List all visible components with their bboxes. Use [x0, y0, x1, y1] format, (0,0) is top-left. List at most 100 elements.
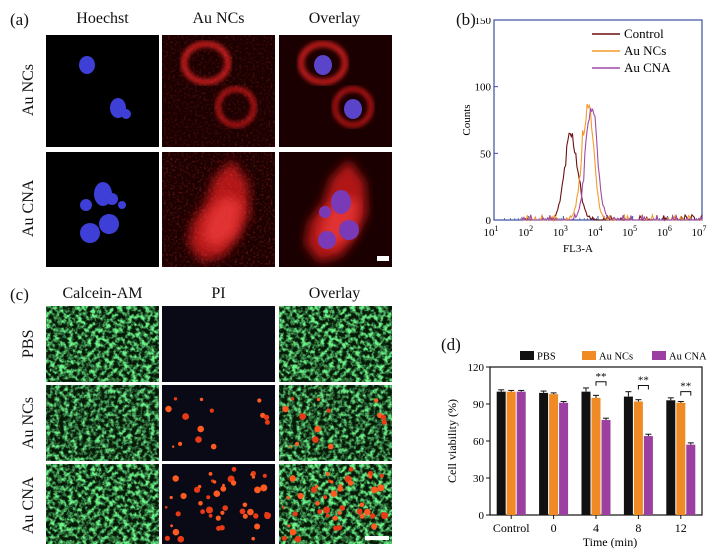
tile-a-hoechst-aunc	[46, 35, 159, 147]
dead-cell-dot	[173, 397, 178, 401]
dead-cell-dot	[289, 528, 297, 536]
significance-mark: **	[596, 371, 607, 383]
dead-cell-dot	[195, 436, 202, 443]
dead-cell-dot	[170, 524, 173, 528]
dead-cell-dot	[169, 495, 173, 500]
hist-series-au-ncs	[521, 103, 702, 223]
tile-c-pi-aunc	[162, 385, 275, 461]
hist-xtick-label: 105	[622, 224, 637, 239]
dead-cell-dot	[180, 492, 187, 500]
flow-histogram: 0 50 100 150 101 102 103 104 105 106 107 Control Au…	[461, 18, 707, 255]
dead-cell-dot	[208, 513, 213, 518]
panel-b-label: (b)	[456, 10, 476, 29]
dead-cell-dot	[339, 483, 342, 487]
bar-xtick-label: 0	[551, 521, 557, 535]
tile-c-pi-pbs	[162, 306, 275, 382]
hist-xtick-label: 106	[657, 224, 672, 239]
hist-ytick-label: 0	[486, 215, 492, 227]
dead-cell-dot	[333, 525, 339, 531]
bar-au-ncs	[549, 394, 559, 515]
dead-cell-dot	[326, 408, 331, 413]
tile-c-calcein-aunc	[46, 385, 159, 461]
hist-xtick-label: 102	[518, 224, 533, 239]
hist-ytick-label: 100	[475, 82, 492, 94]
hist-legend-label: Au NCs	[624, 43, 666, 58]
bar-pbs	[539, 392, 549, 515]
dead-cell-dot	[379, 473, 384, 478]
bar-xtick-label: 4	[593, 521, 599, 535]
bar-au-ncs	[633, 401, 643, 515]
bar-au-cna	[643, 436, 653, 515]
dead-cell-dot	[209, 408, 214, 413]
tile-a-aunc-aunc	[162, 35, 275, 147]
dead-cell-dot	[266, 513, 271, 518]
hist-legend-label: Au CNA	[624, 60, 671, 75]
dead-cell-dot	[325, 472, 330, 476]
dead-cell-dot	[251, 475, 256, 479]
dead-cell-dot	[222, 505, 228, 511]
panel-c-label: (c)	[10, 285, 29, 304]
dead-cell-dot	[208, 472, 213, 476]
dead-cell-dot	[262, 473, 267, 478]
dead-cell-dot	[197, 425, 204, 433]
dead-cell-dot	[182, 413, 189, 420]
dead-cell-dot	[220, 510, 225, 515]
hist-series-au-cna	[521, 107, 703, 222]
hist-ytick-label: 50	[480, 148, 492, 160]
dead-cell-dot	[172, 528, 180, 536]
dead-cell-dot	[368, 475, 373, 479]
dead-cell-dot	[282, 405, 289, 413]
dead-cell-dot	[206, 495, 211, 500]
dead-cell-dot	[164, 506, 168, 509]
dead-cell-dot	[312, 436, 319, 443]
dead-cell-dot	[359, 502, 365, 508]
panel-c-row-pbs: PBS	[20, 329, 37, 359]
dead-cell-dot	[263, 414, 270, 420]
dead-cell-dot	[374, 398, 379, 403]
bar-au-cna	[516, 391, 526, 515]
dead-cell-dot	[215, 515, 221, 521]
bar-au-cna	[601, 420, 611, 515]
dead-cell-dot	[242, 502, 248, 508]
dead-cell-dot	[348, 466, 354, 472]
hist-xtick-label: 103	[553, 224, 568, 239]
dead-cell-dot	[332, 515, 338, 521]
dead-cell-dot	[317, 509, 322, 515]
bar-x-label: Time (min)	[583, 535, 638, 549]
significance-bracket	[637, 385, 649, 390]
bar-ytick-label: 30	[473, 473, 485, 485]
dead-cell-dot	[311, 486, 318, 493]
dead-cell-dot	[264, 511, 268, 516]
dead-cell-dot	[325, 513, 330, 518]
dead-cell-dot	[251, 536, 255, 541]
histogram-y-label: Counts	[461, 104, 473, 135]
dead-cell-dot	[199, 397, 204, 402]
scale-bar	[377, 256, 389, 261]
dead-cell-dot	[247, 508, 254, 516]
dead-cell-dot	[178, 441, 183, 446]
dead-cell-dot	[347, 480, 354, 486]
dead-cell-dot	[210, 443, 217, 450]
bar-legend-swatch	[652, 351, 666, 360]
dead-cell-dot	[327, 443, 334, 450]
bar-ytick-label: 60	[473, 436, 485, 448]
dead-cell-dot	[257, 398, 262, 403]
dead-cell-dot	[371, 486, 378, 494]
significance-bracket	[595, 381, 607, 386]
dead-cell-dot	[172, 475, 179, 482]
dead-cell-dot	[381, 511, 385, 516]
hist-legend-label: Control	[624, 26, 664, 41]
dead-cell-dot	[356, 508, 363, 515]
panel-c-row-aunc: Au NCs	[20, 397, 37, 450]
dead-cell-dot	[165, 405, 172, 413]
dead-cell-dot	[216, 525, 222, 531]
bar-y-label: Cell viability (%)	[445, 399, 459, 483]
dead-cell-dot	[294, 535, 302, 543]
dead-cell-dot	[194, 486, 201, 493]
dead-cell-dot	[281, 506, 285, 509]
panel-a-row-aucna: Au CNA	[20, 179, 37, 237]
bar-legend-label: Au NCs	[599, 352, 633, 363]
dead-cell-dot	[222, 483, 225, 487]
bar-ytick-label: 120	[468, 362, 485, 374]
